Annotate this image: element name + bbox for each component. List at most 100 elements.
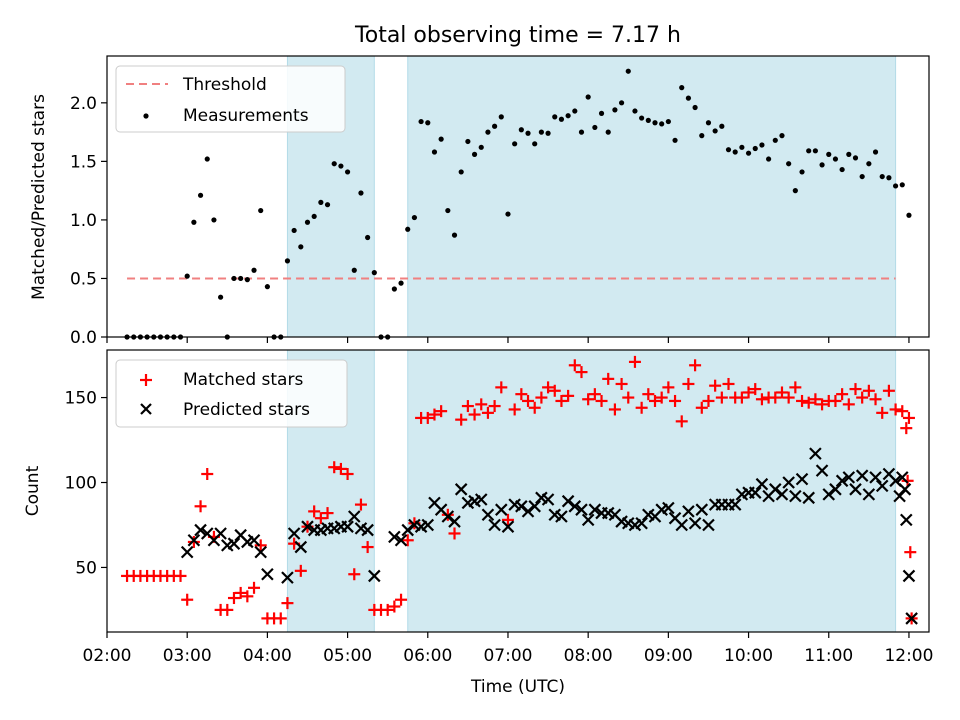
matched-star-point xyxy=(548,384,561,397)
predicted-star-point xyxy=(421,518,435,532)
matched-star-point xyxy=(381,603,394,616)
predicted-star-point xyxy=(568,500,582,513)
ratio-legend-box xyxy=(115,65,346,133)
measurement-point xyxy=(732,149,738,155)
matched-star-point xyxy=(515,388,528,401)
measurement-point xyxy=(298,244,304,250)
measurement-point xyxy=(592,124,598,131)
predicted-star-point xyxy=(361,523,374,537)
matched-star-point xyxy=(628,355,641,368)
predicted-star-point xyxy=(675,518,689,532)
predicted-star-point xyxy=(247,533,261,547)
measurement-point xyxy=(605,129,611,135)
measurement-point xyxy=(304,219,311,225)
matched-star-point xyxy=(889,403,902,416)
predicted-star-point xyxy=(895,471,909,484)
measurement-point xyxy=(866,161,872,167)
measurement-point xyxy=(478,144,484,150)
measurement-point xyxy=(331,161,337,167)
matched-star-point xyxy=(234,586,247,599)
predicted-star-point xyxy=(194,523,207,537)
matched-star-point xyxy=(401,534,414,547)
predicted-star-point xyxy=(662,501,675,515)
matched-star-point xyxy=(341,468,354,481)
matched-star-point xyxy=(348,568,361,581)
measurement-point xyxy=(585,94,591,100)
measurement-point xyxy=(204,156,210,162)
matched-star-point xyxy=(522,394,535,407)
measurement-point xyxy=(892,183,899,189)
matched-star-point xyxy=(749,383,762,396)
predicted-star-point xyxy=(227,537,241,550)
measurement-point xyxy=(826,151,832,157)
predicted-star-point xyxy=(254,545,267,559)
predicted-star-point xyxy=(401,523,415,537)
threshold-legend-label: Threshold xyxy=(182,75,267,95)
measurement-point xyxy=(745,150,752,156)
measurement-point xyxy=(799,169,805,175)
predicted-stars-points xyxy=(180,447,918,625)
measurement-point xyxy=(565,113,571,119)
count-y-tick-label: 100 xyxy=(65,474,97,494)
measurement-point xyxy=(886,175,892,181)
x-tick-label: 09:00 xyxy=(644,646,693,666)
matched-star-point xyxy=(508,403,521,416)
matched-star-point xyxy=(695,401,708,414)
matched-star-point xyxy=(555,394,568,407)
measurement-points xyxy=(124,68,912,340)
measurement-point xyxy=(578,129,585,135)
predicted-star-point xyxy=(835,474,849,488)
predicted-star-point xyxy=(180,545,194,559)
ratio-y-tick-label: 0.0 xyxy=(70,328,97,348)
measurement-point xyxy=(365,234,371,241)
predicted-star-point xyxy=(862,488,876,501)
matched-star-point xyxy=(361,541,374,554)
matched-star-point xyxy=(395,593,408,606)
matched-star-point xyxy=(775,386,788,399)
observing-windows-top xyxy=(286,55,897,338)
measurement-point xyxy=(598,110,605,116)
measurement-point xyxy=(344,169,351,175)
matched-star-point xyxy=(829,394,842,407)
measurement-point xyxy=(846,151,852,157)
predicted-star-point xyxy=(441,510,455,523)
matched-star-point xyxy=(174,569,187,582)
matched-star-point xyxy=(181,593,194,606)
predicted-star-point xyxy=(755,477,769,491)
ratio-axes-frame xyxy=(106,55,930,338)
predicted-star-point xyxy=(869,471,882,484)
matched-star-point xyxy=(294,564,307,577)
count-legend: Matched stars Predicted stars xyxy=(115,359,348,428)
measurement-point xyxy=(538,129,544,135)
measurement-point xyxy=(545,130,551,136)
predicted-star-point xyxy=(495,503,508,516)
measurements-legend-swatch xyxy=(143,113,149,119)
measurement-point xyxy=(552,114,558,120)
matched-star-point xyxy=(595,394,608,407)
measurement-point xyxy=(672,137,678,143)
predicted-star-point xyxy=(575,503,588,516)
predicted-star-point xyxy=(515,500,528,513)
measurement-point xyxy=(518,127,524,133)
ratio-panel: 0.00.51.01.52.0 Matched/Predicted stars … xyxy=(29,55,930,348)
measurement-point xyxy=(558,116,565,122)
measurement-point xyxy=(411,214,418,221)
measurement-point xyxy=(665,118,671,125)
measurement-point xyxy=(197,192,204,198)
matched-legend-swatch xyxy=(140,374,152,386)
measurement-point xyxy=(231,275,237,282)
matched-star-point xyxy=(321,507,334,520)
predicted-star-point xyxy=(822,488,836,501)
predicted-star-point xyxy=(588,503,602,516)
matched-star-point xyxy=(221,603,234,616)
ratio-y-ticks: 0.0 0.5 1.0 1.5 2.0 xyxy=(70,94,107,348)
predicted-star-point xyxy=(875,479,889,493)
measurement-point xyxy=(244,277,250,283)
predicted-star-point xyxy=(454,483,468,496)
matched-star-point xyxy=(421,411,434,424)
matched-star-point xyxy=(856,391,869,404)
measurement-point xyxy=(679,85,685,91)
x-tick-label: 03:00 xyxy=(163,646,212,666)
matched-star-point xyxy=(535,391,548,404)
measurement-point xyxy=(458,169,464,175)
